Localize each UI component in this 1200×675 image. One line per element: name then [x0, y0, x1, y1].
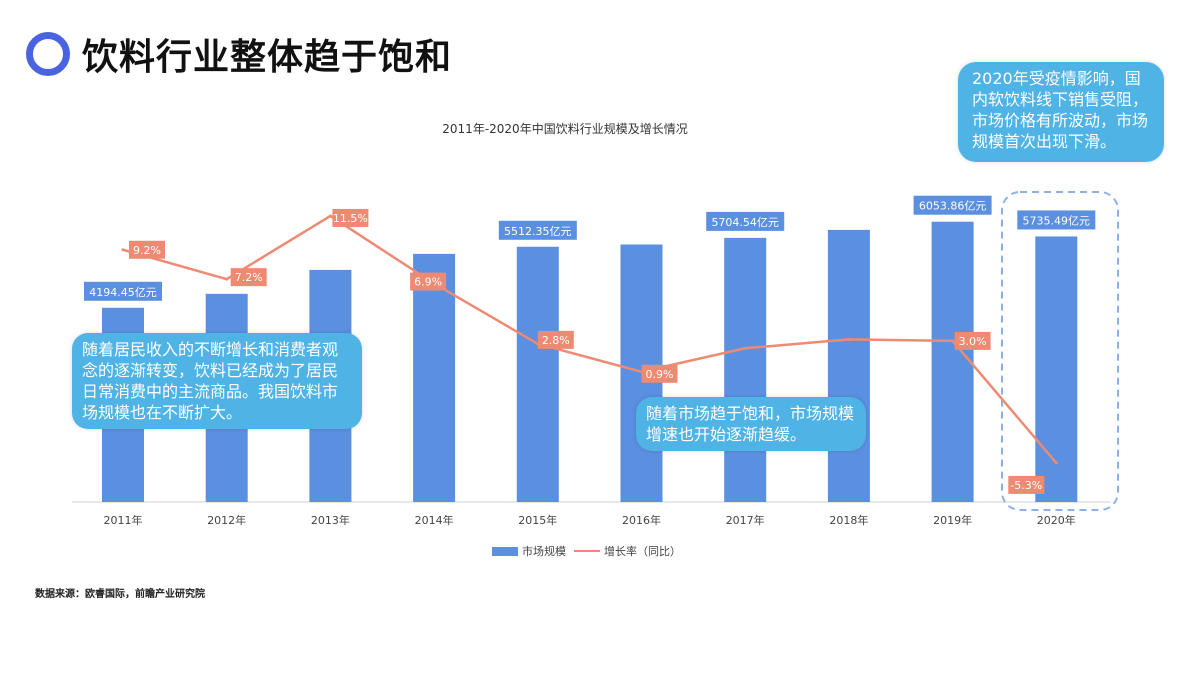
bar-data-label: 4194.45亿元 — [89, 286, 157, 299]
bar-2018年 — [827, 229, 870, 502]
growth-data-label: 3.0% — [959, 335, 987, 348]
x-tick-label: 2015年 — [518, 513, 557, 527]
bar-label-bg — [913, 195, 992, 215]
page-title: 饮料行业整体趋于饱和 — [82, 37, 453, 78]
legend-bar-swatch — [492, 546, 518, 556]
growth-point — [847, 337, 851, 341]
bar-data-label: 5704.54亿元 — [711, 216, 779, 229]
legend-line-swatch — [574, 550, 600, 552]
growth-data-label: 9.2% — [133, 244, 161, 257]
x-tick-label: 2019年 — [933, 513, 972, 527]
growth-point — [951, 339, 955, 343]
growth-label-bg — [230, 268, 267, 287]
growth-data-label: 6.9% — [414, 276, 442, 289]
x-tick-label: 2017年 — [726, 513, 765, 527]
growth-point — [121, 248, 125, 252]
bar-2019年 — [931, 221, 974, 502]
bar-data-label: 6053.86亿元 — [919, 200, 987, 213]
bar-data-label: 5512.35亿元 — [504, 225, 572, 238]
growth-data-label: 7.2% — [235, 271, 263, 284]
bar-data-label: 5735.49亿元 — [1023, 214, 1091, 227]
chart-title: 2011年-2020年中国饮料行业规模及增长情况 — [442, 122, 688, 136]
bar-label-bg — [1017, 210, 1096, 230]
growth-label-bg — [332, 208, 369, 227]
growth-data-label: 0.9% — [646, 368, 674, 381]
bar-2015年 — [516, 246, 559, 502]
bar-2020年 — [1035, 236, 1078, 502]
legend-bar-label: 市场规模 — [522, 545, 566, 558]
growth-data-label: 2.8% — [542, 334, 570, 347]
callout-left: 随着居民收入的不断增长和消费者观念的逐渐转变，饮料已经成为了居民日常消费中的主流… — [72, 333, 362, 429]
growth-label-bg — [537, 330, 574, 349]
growth-point — [743, 346, 747, 350]
x-tick-label: 2011年 — [104, 513, 143, 527]
bar-label-bg — [706, 211, 785, 231]
growth-data-label: -5.3% — [1010, 479, 1042, 492]
x-tick-label: 2018年 — [829, 513, 868, 527]
bar-label-bg — [84, 281, 162, 301]
growth-label-bg — [129, 240, 165, 259]
callout-right: 2020年受疫情影响，国内软饮料线下销售受阻，市场价格有所波动，市场规模首次出现… — [958, 62, 1164, 162]
legend: 市场规模 增长率（同比） — [492, 543, 681, 559]
x-tick-label: 2020年 — [1037, 513, 1076, 527]
growth-label-bg — [954, 331, 991, 350]
legend-line-label: 增长率（同比） — [604, 545, 681, 558]
bar-label-bg — [498, 220, 577, 240]
x-tick-label: 2012年 — [207, 513, 246, 527]
bar-2017年 — [724, 237, 767, 502]
growth-label-bg — [1008, 475, 1045, 494]
growth-data-label: 11.5% — [333, 212, 368, 225]
growth-line — [122, 214, 1058, 464]
x-tick-label: 2016年 — [622, 513, 661, 527]
x-tick-label: 2014年 — [415, 513, 454, 527]
highlight-2020-box — [1001, 191, 1119, 511]
x-tick-label: 2013年 — [311, 513, 350, 527]
data-source: 数据来源：欧睿国际，前瞻产业研究院 — [35, 589, 205, 600]
growth-point — [328, 214, 332, 218]
callout-middle: 随着市场趋于饱和，市场规模增速也开始逐渐趋缓。 — [636, 397, 866, 451]
growth-point — [225, 277, 229, 281]
bar-2014年 — [413, 253, 456, 502]
title-ring-icon — [26, 32, 70, 76]
growth-label-bg — [410, 272, 447, 291]
growth-label-bg — [641, 364, 678, 383]
growth-point — [1054, 461, 1058, 465]
